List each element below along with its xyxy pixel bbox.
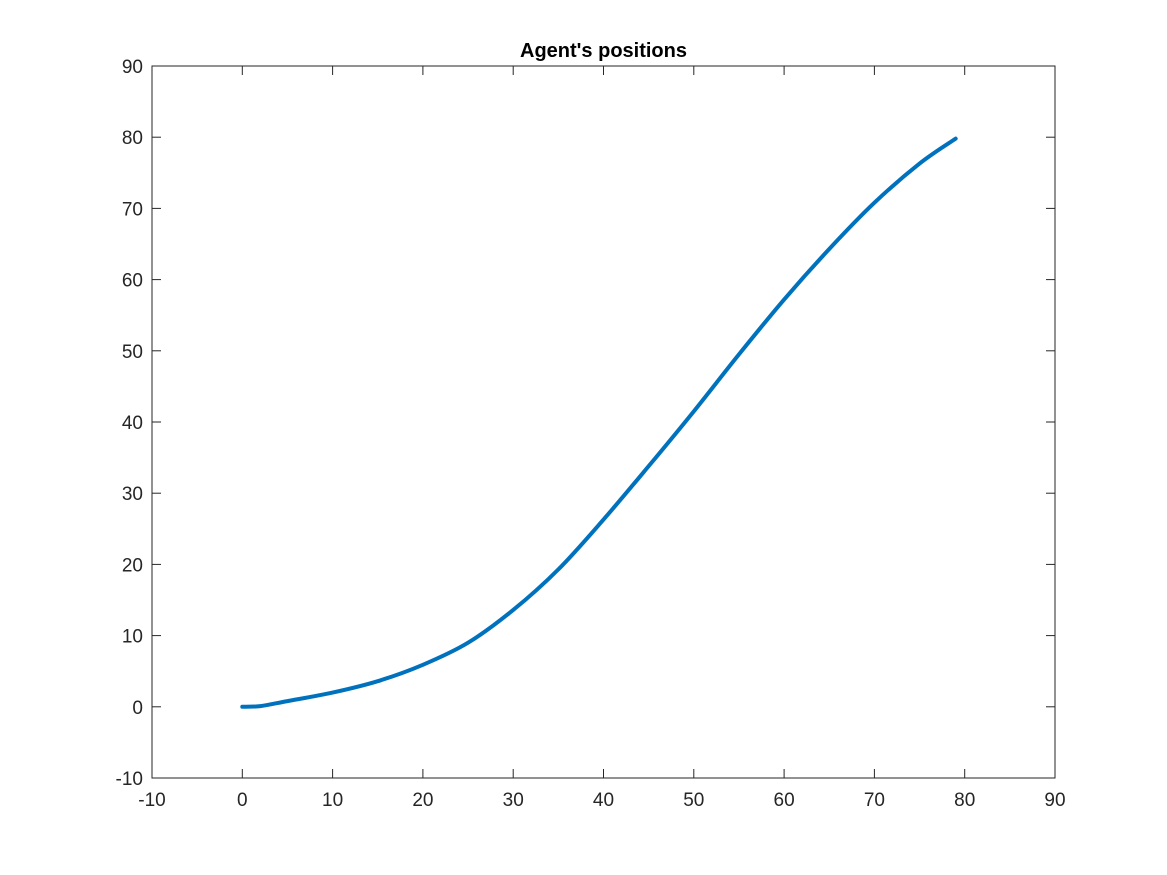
y-tick-label: 90 [122, 57, 143, 78]
x-tick-label: 90 [1044, 790, 1065, 811]
axes-box [151, 65, 1056, 779]
series-line [240, 136, 958, 709]
axes-frame [151, 65, 1056, 779]
y-tick-label: 60 [122, 271, 143, 292]
x-tick-label: -10 [138, 790, 165, 811]
y-tick-label: 30 [122, 484, 143, 505]
ticks [151, 65, 1056, 779]
y-tick-label: 0 [132, 698, 143, 719]
tick-labels: -10 0 10 20 30 40 50 60 70 80 90 -10 0 10 20 30 40 50 60 70… [116, 57, 1066, 811]
y-tick-label: 70 [122, 199, 143, 220]
series-layer [240, 136, 958, 709]
x-tick-label: 0 [237, 790, 248, 811]
x-tick-label: 60 [774, 790, 795, 811]
x-tick-label: 80 [954, 790, 975, 811]
x-tick-label: 20 [412, 790, 433, 811]
y-tick-label: 10 [122, 627, 143, 648]
x-tick-label: 10 [322, 790, 343, 811]
y-tick-label: 50 [122, 342, 143, 363]
x-tick-label: 50 [683, 790, 704, 811]
x-tick-label: 70 [864, 790, 885, 811]
y-tick-label: 80 [122, 128, 143, 149]
x-tick-label: 30 [503, 790, 524, 811]
x-tick-label: 40 [593, 790, 614, 811]
y-tick-label: -10 [116, 769, 143, 790]
y-tick-label: 20 [122, 555, 143, 576]
chart-title: Agent's positions [520, 40, 687, 62]
y-tick-label: 40 [122, 413, 143, 434]
